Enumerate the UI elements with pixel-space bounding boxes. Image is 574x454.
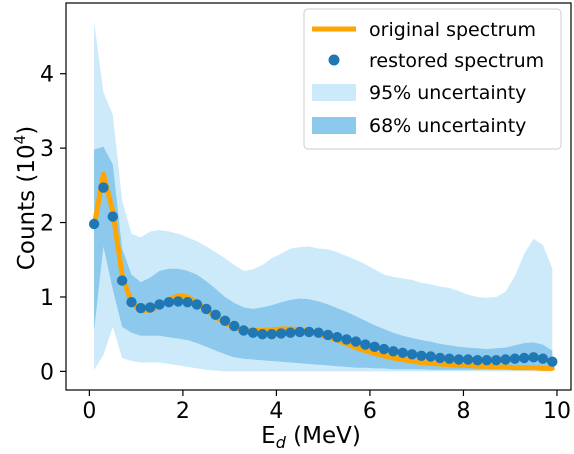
restored-spectrum-point [434, 352, 446, 364]
restored-spectrum-point [191, 299, 203, 310]
y-axis-title-superscript: 4 [11, 135, 29, 145]
x-axis-title-unit: (MeV) [286, 423, 361, 449]
y-axis-ticks: 0 1 2 3 4 [40, 63, 66, 385]
restored-spectrum-point [519, 352, 530, 364]
restored-spectrum-point [350, 336, 362, 347]
restored-spectrum-point [98, 182, 109, 193]
restored-spectrum-point [491, 355, 502, 366]
restored-spectrum-point [285, 327, 296, 338]
restored-spectrum-point [275, 328, 287, 339]
restored-spectrum-point [229, 320, 240, 332]
legend: original spectrum restored spectrum 95% … [303, 8, 562, 150]
restored-spectrum-point [378, 343, 390, 355]
restored-spectrum-point [219, 315, 231, 326]
legend-95-uncertainty-label: 95% uncertainty [369, 82, 526, 104]
restored-spectrum-point [154, 299, 165, 310]
restored-spectrum-point [406, 349, 418, 360]
restored-spectrum-point [266, 329, 277, 340]
restored-spectrum-point [397, 347, 408, 358]
x-axis-title: Ed (MeV) [261, 423, 361, 450]
restored-spectrum-point [425, 351, 436, 362]
restored-spectrum-point [126, 297, 137, 308]
restored-spectrum-point [341, 334, 352, 345]
restored-spectrum-point [444, 353, 455, 364]
restored-spectrum-point [388, 346, 399, 357]
legend-restored-spectrum-marker [328, 54, 340, 66]
x-tick-label: 0 [82, 399, 96, 424]
restored-spectrum-point [182, 297, 193, 308]
restored-spectrum-point [88, 218, 100, 230]
legend-original-spectrum-label: original spectrum [363, 19, 536, 41]
y-tick-label: 0 [40, 360, 54, 385]
legend-restored-spectrum-label: restored spectrum [369, 50, 544, 72]
x-tick-label: 6 [363, 399, 377, 424]
x-axis-ticks: 0 2 4 6 8 10 [82, 390, 571, 424]
restored-spectrum-point [135, 302, 146, 314]
y-axis-title-close: ) [14, 126, 40, 135]
y-axis-title: Counts (104) [11, 126, 40, 270]
restored-spectrum-point [210, 309, 221, 320]
restored-spectrum-point [416, 350, 427, 361]
restored-spectrum-point [238, 325, 249, 336]
y-axis-title-main: Counts (10 [14, 144, 40, 270]
x-tick-label: 8 [456, 399, 470, 424]
restored-spectrum-point [145, 302, 156, 313]
restored-spectrum-point [509, 353, 521, 364]
y-tick-label: 4 [40, 63, 54, 88]
restored-spectrum-point [107, 211, 119, 222]
legend-68-uncertainty-label: 68% uncertainty [369, 115, 526, 137]
plot-frame [65, 2, 572, 391]
restored-spectrum-point [547, 356, 558, 367]
restored-spectrum-point [201, 303, 212, 315]
restored-spectrum-points [88, 182, 558, 367]
restored-spectrum-point [163, 297, 175, 308]
restored-spectrum-point [313, 327, 324, 338]
legend-box [303, 8, 562, 150]
restored-spectrum-point [481, 355, 492, 366]
restored-spectrum-point [303, 326, 315, 338]
restored-spectrum-point [528, 352, 539, 363]
restored-spectrum-point [332, 332, 343, 343]
restored-spectrum-point [360, 339, 371, 350]
restored-spectrum-point [369, 341, 380, 352]
x-tick-label: 2 [176, 399, 190, 424]
restored-spectrum-point [247, 327, 259, 338]
restored-spectrum-point [500, 354, 511, 365]
x-axis-title-subscript: d [276, 433, 287, 450]
legend-95-uncertainty-swatch [312, 84, 356, 101]
restored-spectrum-point [537, 353, 549, 364]
y-tick-label: 1 [40, 286, 54, 311]
x-tick-label: 10 [543, 399, 571, 424]
y-tick-label: 3 [40, 137, 54, 162]
restored-spectrum-point [453, 354, 464, 365]
restored-spectrum-point [472, 355, 483, 366]
restored-spectrum-point [294, 326, 305, 338]
restored-spectrum-point [116, 275, 128, 286]
x-tick-label: 4 [269, 399, 283, 424]
restored-spectrum-point [173, 296, 184, 307]
restored-spectrum-point [322, 329, 334, 341]
restored-spectrum-point [257, 329, 268, 340]
legend-68-uncertainty-swatch [312, 117, 356, 134]
restored-spectrum-point [462, 354, 474, 365]
y-tick-label: 2 [40, 212, 54, 237]
x-axis-title-main: E [261, 423, 276, 449]
